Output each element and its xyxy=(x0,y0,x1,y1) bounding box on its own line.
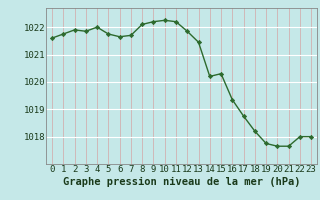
X-axis label: Graphe pression niveau de la mer (hPa): Graphe pression niveau de la mer (hPa) xyxy=(63,177,300,187)
